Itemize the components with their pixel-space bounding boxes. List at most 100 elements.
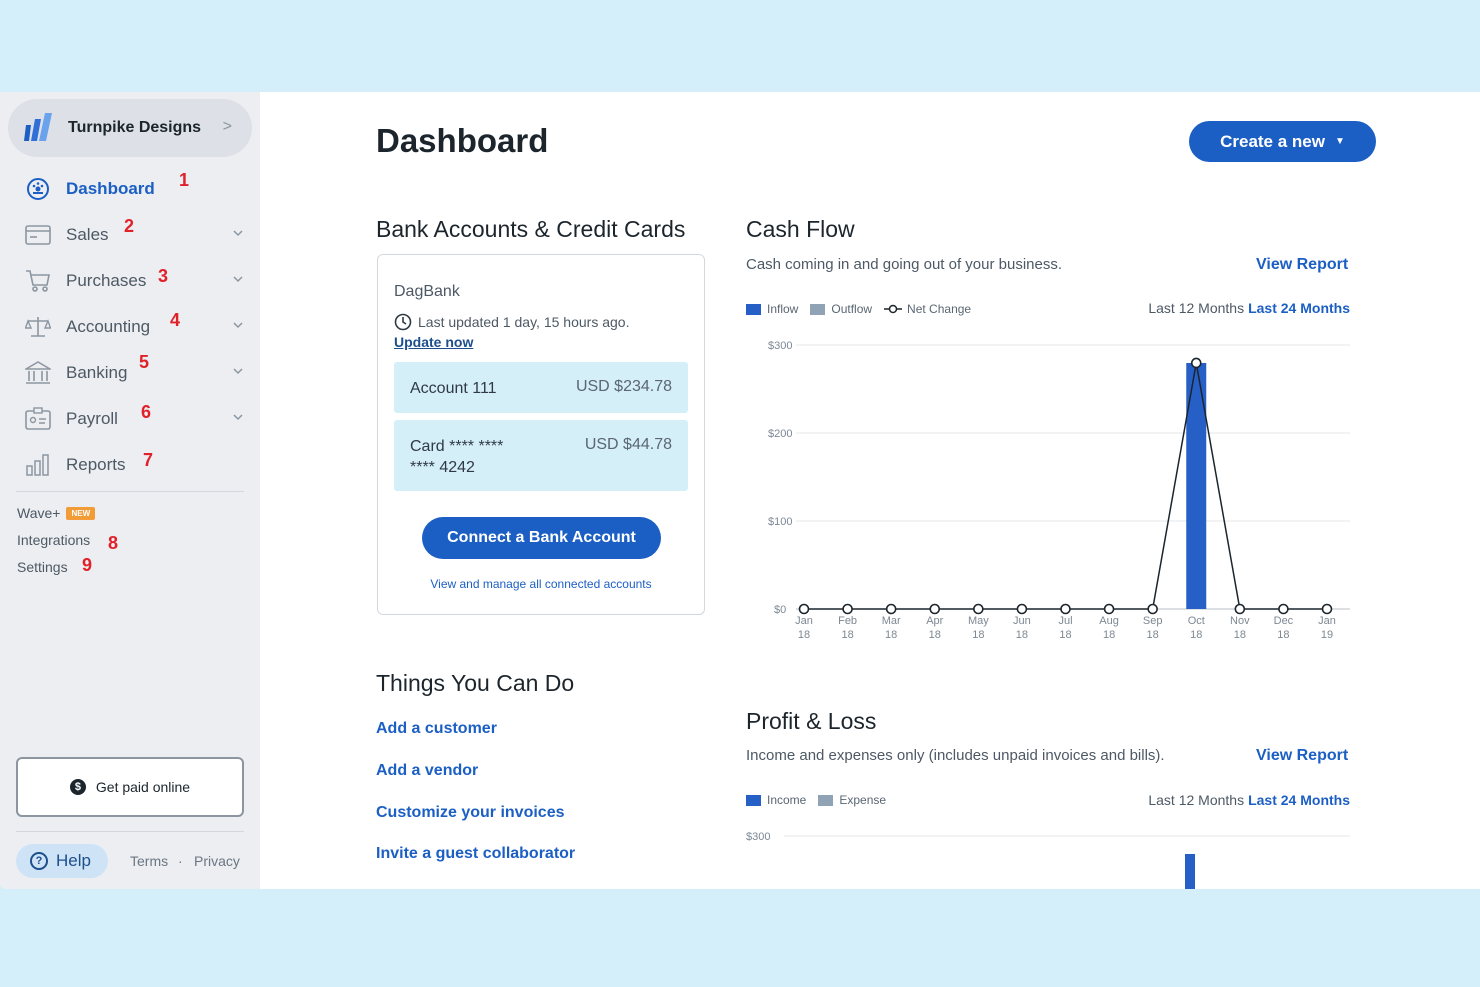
get-paid-label: Get paid online bbox=[95, 779, 191, 795]
card-number-line2: **** 4242 bbox=[410, 459, 475, 476]
net-change-point bbox=[1234, 603, 1246, 615]
account-name: Card **** **** **** 4242 bbox=[410, 436, 503, 478]
get-paid-online-button[interactable]: $ Get paid online bbox=[16, 757, 244, 817]
net-change-point bbox=[1278, 603, 1289, 615]
customize-invoices-link[interactable]: Customize your invoices bbox=[376, 804, 565, 821]
account-row[interactable]: Account 111 USD $234.78 bbox=[394, 362, 688, 413]
annotation-number: 7 bbox=[143, 450, 154, 470]
update-now-link[interactable]: Update now bbox=[394, 334, 474, 350]
net-change-point bbox=[1147, 603, 1158, 615]
annotation-number: 3 bbox=[158, 266, 169, 286]
x-tick-label: 18 bbox=[1016, 629, 1028, 641]
net-change-point bbox=[1060, 603, 1071, 615]
profit-loss-view-report-link[interactable]: View Report bbox=[1256, 747, 1349, 764]
profit-loss-chart: $300 bbox=[746, 831, 1350, 889]
sidebar-item-label: Dashboard bbox=[66, 179, 155, 198]
legend-swatch bbox=[746, 303, 761, 315]
cash-flow-chart: $0 $100 $200 $300 Jan 18 Feb 18 Mar 18 Apr 18 May 18 J… bbox=[768, 340, 1350, 641]
chevron-down-icon bbox=[233, 414, 243, 421]
y-tick-label: $0 bbox=[774, 604, 786, 616]
sidebar-item-label: Reports bbox=[66, 455, 126, 474]
net-change-point bbox=[885, 603, 897, 615]
bank-card: DagBank Last updated 1 day, 15 hours ago… bbox=[377, 254, 705, 615]
legend-net-change: Net Change bbox=[884, 302, 971, 316]
x-tick-label: 18 bbox=[1103, 629, 1115, 641]
account-row[interactable]: Card **** **** **** 4242 USD $44.78 bbox=[394, 420, 688, 491]
legend-label: Expense bbox=[839, 793, 887, 807]
sidebar-item-accounting[interactable]: Accounting bbox=[24, 312, 248, 342]
cash-flow-view-report-link[interactable]: View Report bbox=[1256, 256, 1349, 273]
chevron-down-icon bbox=[233, 368, 243, 375]
legend-outflow: Outflow bbox=[810, 302, 872, 316]
create-new-button[interactable]: Create a new ▼ bbox=[1189, 121, 1376, 162]
cash-flow-subtitle: Cash coming in and going out of your bus… bbox=[746, 256, 1063, 273]
x-tick-label: 18 bbox=[972, 629, 984, 641]
id-badge-icon bbox=[24, 406, 52, 432]
shopping-cart-icon bbox=[24, 268, 52, 294]
sidebar-link-label: Integrations bbox=[17, 532, 91, 548]
sidebar-item-payroll[interactable]: Payroll bbox=[24, 404, 248, 434]
dashboard-icon bbox=[24, 176, 52, 202]
legend-expense: Expense bbox=[818, 793, 886, 807]
terms-link[interactable]: Terms bbox=[130, 853, 169, 869]
x-tick-label: Sep bbox=[1143, 615, 1163, 627]
annotation-number: 9 bbox=[82, 555, 93, 575]
period-last-12[interactable]: Last 12 Months bbox=[1148, 792, 1245, 808]
legend-swatch bbox=[746, 794, 761, 806]
business-switcher[interactable]: Turnpike Designs > bbox=[8, 99, 252, 157]
manage-accounts-link[interactable]: View and manage all connected accounts bbox=[430, 577, 652, 591]
credit-card-icon bbox=[24, 222, 52, 248]
sidebar-item-banking[interactable]: Banking bbox=[24, 358, 248, 388]
net-change-point bbox=[973, 603, 984, 615]
invite-collaborator-link[interactable]: Invite a guest collaborator bbox=[376, 845, 576, 862]
y-tick-label: $200 bbox=[768, 428, 792, 440]
profit-loss-legend: Income Expense bbox=[746, 793, 898, 807]
privacy-link[interactable]: Privacy bbox=[194, 853, 240, 869]
sidebar-link-wave-plus[interactable]: Wave+ NEW bbox=[17, 505, 96, 521]
wave-logo-icon bbox=[24, 113, 52, 141]
x-tick-label: Jun bbox=[1013, 615, 1031, 627]
net-change-point bbox=[842, 603, 853, 615]
legend-income: Income bbox=[746, 793, 806, 807]
net-change-point bbox=[1321, 603, 1333, 615]
period-last-12[interactable]: Last 12 Months bbox=[1148, 300, 1245, 316]
chevron-down-icon bbox=[233, 322, 243, 329]
sidebar-item-dashboard[interactable]: Dashboard bbox=[24, 174, 248, 204]
sidebar-item-label: Sales bbox=[66, 225, 109, 244]
add-vendor-link[interactable]: Add a vendor bbox=[376, 762, 479, 779]
x-tick-label: Feb bbox=[838, 615, 857, 627]
annotation-number: 1 bbox=[179, 170, 190, 190]
help-button[interactable]: ? Help bbox=[16, 844, 108, 878]
y-tick-label: $300 bbox=[746, 831, 770, 843]
chevron-right-icon: > bbox=[222, 118, 232, 135]
add-customer-link[interactable]: Add a customer bbox=[376, 720, 497, 737]
annotation-number: 6 bbox=[141, 402, 152, 422]
x-tick-label: Dec bbox=[1274, 615, 1294, 627]
period-last-24[interactable]: Last 24 Months bbox=[1248, 300, 1350, 316]
profit-loss-subtitle: Income and expenses only (includes unpai… bbox=[746, 747, 1165, 764]
net-change-point bbox=[798, 603, 810, 615]
connect-bank-button[interactable]: Connect a Bank Account bbox=[422, 517, 661, 559]
annotation-number: 5 bbox=[139, 352, 150, 372]
bar-chart-icon bbox=[24, 452, 52, 478]
legend-swatch bbox=[810, 303, 826, 315]
x-tick-label: 18 bbox=[798, 629, 810, 641]
sidebar-item-purchases[interactable]: Purchases bbox=[24, 266, 248, 296]
sidebar-item-label: Accounting bbox=[66, 317, 151, 336]
sidebar-item-sales[interactable]: Sales bbox=[24, 220, 248, 250]
sidebar-item-label: Banking bbox=[66, 363, 128, 382]
profit-loss-period-selector: Last 12 Months Last 24 Months bbox=[1148, 792, 1350, 808]
legend-label: Net Change bbox=[907, 302, 972, 316]
sidebar-item-reports[interactable]: Reports bbox=[24, 450, 248, 480]
y-tick-label: $100 bbox=[768, 516, 792, 528]
sidebar-link-label: Wave+ bbox=[17, 505, 61, 521]
scales-icon bbox=[24, 314, 52, 340]
sidebar-link-integrations[interactable]: Integrations bbox=[17, 532, 90, 548]
sidebar-link-settings[interactable]: Settings bbox=[17, 559, 68, 575]
net-change-point bbox=[1103, 603, 1115, 615]
period-last-24[interactable]: Last 24 Months bbox=[1248, 792, 1350, 808]
x-tick-label: 18 bbox=[1277, 629, 1289, 641]
legend-swatch bbox=[818, 794, 834, 806]
x-tick-label: Apr bbox=[926, 615, 943, 627]
x-tick-label: Jan bbox=[1318, 615, 1336, 627]
